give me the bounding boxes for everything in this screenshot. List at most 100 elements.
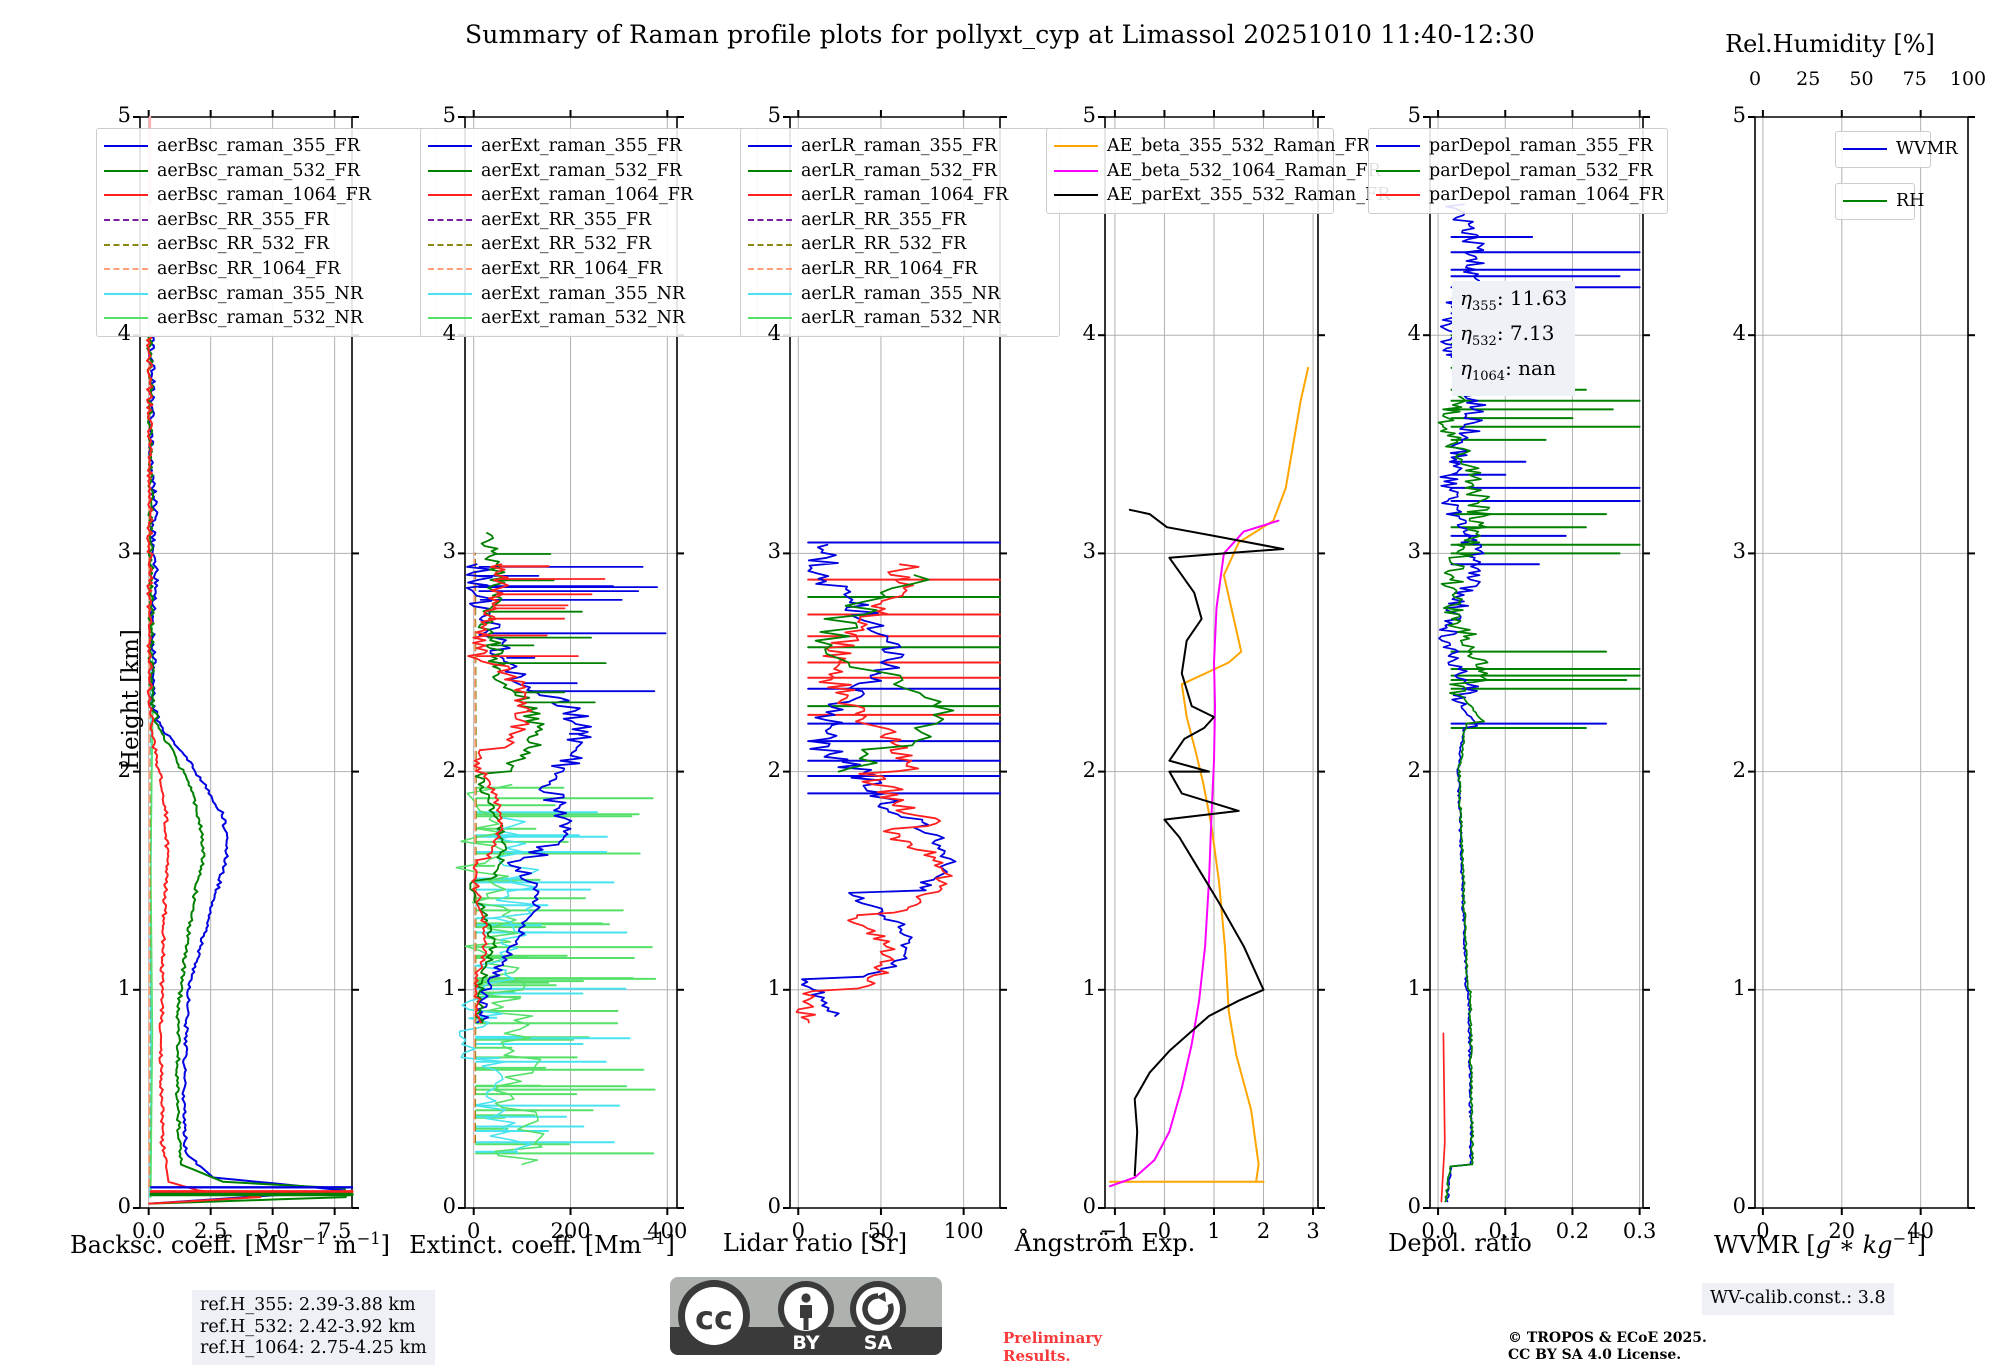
legend-item[interactable]: AE_beta_532_1064_Raman_FR — [1054, 159, 1381, 184]
x-tick-label: 100 — [943, 1219, 984, 1243]
legend-lidar-ratio[interactable]: aerLR_raman_355_FR aerLR_raman_532_FR aerL… — [740, 128, 1060, 337]
legend-item[interactable]: aerLR_raman_532_FR — [748, 159, 1052, 184]
legend-item[interactable]: aerLR_RR_1064_FR — [748, 257, 1052, 282]
legend-item[interactable]: aerBsc_RR_355_FR — [104, 208, 428, 233]
legend-extinction[interactable]: aerExt_raman_355_FR aerExt_raman_532_FR ae… — [420, 128, 758, 337]
legend-rh[interactable]: RH — [1835, 183, 1924, 220]
legend-item-label: parDepol_raman_532_FR — [1429, 160, 1653, 181]
legend-item-label: aerBsc_RR_1064_FR — [157, 258, 341, 279]
y-tick-label: 2 — [1082, 757, 1096, 782]
legend-item[interactable]: aerExt_RR_1064_FR — [428, 257, 750, 282]
y-tick-label: 5 — [1407, 103, 1421, 127]
cc-by-sa-license-badge: cc BY SA — [670, 1277, 942, 1355]
legend-color-key — [428, 317, 472, 320]
legend-item-label: aerLR_raman_1064_FR — [801, 185, 1009, 206]
legend-item-label: aerBsc_raman_532_FR — [157, 160, 360, 181]
legend-item-label: aerLR_raman_355_NR — [801, 283, 1001, 304]
legend-color-key — [104, 268, 148, 271]
legend-item[interactable]: aerBsc_raman_355_FR — [104, 134, 428, 159]
legend-item-label: AE_beta_355_532_Raman_FR — [1107, 136, 1370, 156]
x-tick-label: 0 — [1157, 1219, 1172, 1243]
legend-item[interactable]: aerBsc_raman_355_NR — [104, 282, 428, 307]
x-tick-label: 3 — [1306, 1219, 1320, 1243]
x-axis-label-depol-ratio: Depol. ratio — [1388, 1229, 1532, 1257]
legend-item[interactable]: aerExt_RR_532_FR — [428, 232, 750, 257]
legend-item[interactable]: aerLR_raman_355_FR — [748, 134, 1052, 159]
y-tick-label: 2 — [1732, 757, 1746, 782]
legend-item[interactable]: aerBsc_raman_532_NR — [104, 306, 428, 331]
legend-item[interactable]: WVMR — [1843, 137, 1958, 162]
x-tick-label: 2 — [1256, 1219, 1271, 1243]
legend-item[interactable]: aerBsc_raman_532_FR — [104, 159, 428, 184]
legend-color-key — [428, 268, 472, 271]
legend-item[interactable]: aerExt_raman_532_NR — [428, 306, 750, 331]
y-tick-label: 1 — [1732, 975, 1746, 1000]
y-tick-label: 2 — [117, 757, 131, 782]
legend-color-key — [104, 145, 148, 148]
legend-item[interactable]: aerBsc_RR_532_FR — [104, 232, 428, 257]
legend-item[interactable]: aerLR_raman_532_NR — [748, 306, 1052, 331]
legend-item[interactable]: aerLR_RR_355_FR — [748, 208, 1052, 233]
legend-color-key — [428, 145, 472, 148]
top-axis-tick-label: 50 — [1849, 68, 1874, 90]
legend-item[interactable]: parDepol_raman_355_FR — [1376, 134, 1660, 159]
legend-item[interactable]: aerBsc_raman_1064_FR — [104, 183, 428, 208]
legend-item[interactable]: AE_parExt_355_532_Raman_FR — [1054, 183, 1390, 208]
legend-color-key — [1843, 200, 1887, 203]
eta-annotation-box: η355: 11.63 η532: 7.13 η1064: nan — [1452, 281, 1576, 396]
x-tick-label: 0 — [791, 1219, 805, 1243]
legend-wvmr[interactable]: WVMR — [1835, 131, 1958, 168]
legend-color-key — [748, 169, 792, 172]
legend-item-label: aerBsc_raman_532_NR — [157, 308, 364, 329]
y-tick-label: 4 — [1407, 321, 1421, 346]
legend-item-label: aerExt_RR_532_FR — [481, 234, 652, 255]
y-tick-label: 4 — [117, 321, 131, 346]
legend-item[interactable]: aerLR_RR_532_FR — [748, 232, 1052, 257]
legend-item[interactable]: AE_beta_355_532_Raman_FR — [1054, 134, 1370, 159]
legend-item[interactable]: aerBsc_RR_1064_FR — [104, 257, 428, 282]
svg-text:cc: cc — [695, 1299, 733, 1337]
y-tick-label: 4 — [1732, 321, 1746, 346]
legend-item-label: aerBsc_raman_1064_FR — [157, 185, 371, 206]
x-tick-label: 1 — [1207, 1219, 1221, 1243]
legend-item-label: aerExt_RR_1064_FR — [481, 258, 663, 279]
legend-color-key — [104, 292, 148, 295]
legend-color-key — [748, 317, 792, 320]
legend-depolarization[interactable]: parDepol_raman_355_FR parDepol_raman_532_… — [1368, 128, 1668, 214]
legend-item-label: aerLR_RR_1064_FR — [801, 258, 978, 279]
y-tick-label: 3 — [442, 539, 456, 564]
y-tick-label: 2 — [442, 757, 456, 782]
legend-color-key — [748, 292, 792, 295]
y-tick-label: 4 — [1082, 321, 1096, 346]
x-axis-label-backscatter: Backsc. coeff. [Msr−1 m−1] — [69, 1229, 391, 1259]
legend-item[interactable]: aerLR_raman_1064_FR — [748, 183, 1052, 208]
legend-item-label: aerLR_raman_355_FR — [801, 136, 998, 156]
legend-item[interactable]: parDepol_raman_532_FR — [1376, 159, 1660, 184]
x-tick-label: 2.5 — [193, 1219, 228, 1243]
eta-row: η355: 11.63 — [1460, 286, 1568, 314]
x-tick-label: 200 — [550, 1219, 591, 1243]
y-tick-label: 3 — [767, 539, 781, 564]
legend-item-label: aerExt_raman_355_FR — [481, 136, 682, 156]
x-axis-label-wvmr: WVMR [g ∗ kg−1] — [1714, 1229, 1926, 1259]
legend-item[interactable]: parDepol_raman_1064_FR — [1376, 183, 1664, 208]
y-tick-label: 5 — [1732, 103, 1746, 127]
x-axis-label-angstrom: Ångström Exp. — [1014, 1229, 1196, 1257]
x-axis-label-extinction: Extinct. coeff. [Mm−1] — [409, 1229, 675, 1259]
x-tick-label: 0.0 — [131, 1219, 166, 1243]
x-tick-label: 20 — [1828, 1219, 1856, 1243]
legend-item-label: aerLR_raman_532_FR — [801, 160, 998, 181]
legend-angstrom[interactable]: AE_beta_355_532_Raman_FR AE_beta_532_1064… — [1046, 128, 1390, 214]
legend-item[interactable]: aerExt_raman_355_NR — [428, 282, 750, 307]
legend-item[interactable]: aerLR_raman_355_NR — [748, 282, 1052, 307]
legend-color-key — [428, 292, 472, 295]
legend-item[interactable]: aerExt_raman_1064_FR — [428, 183, 750, 208]
legend-item[interactable]: aerExt_raman_355_FR — [428, 134, 750, 159]
legend-item[interactable]: aerExt_RR_355_FR — [428, 208, 750, 233]
legend-color-key — [748, 194, 792, 197]
legend-item[interactable]: RH — [1843, 189, 1924, 214]
legend-color-key — [428, 219, 472, 222]
legend-item[interactable]: aerExt_raman_532_FR — [428, 159, 750, 184]
y-tick-label: 1 — [117, 975, 131, 1000]
